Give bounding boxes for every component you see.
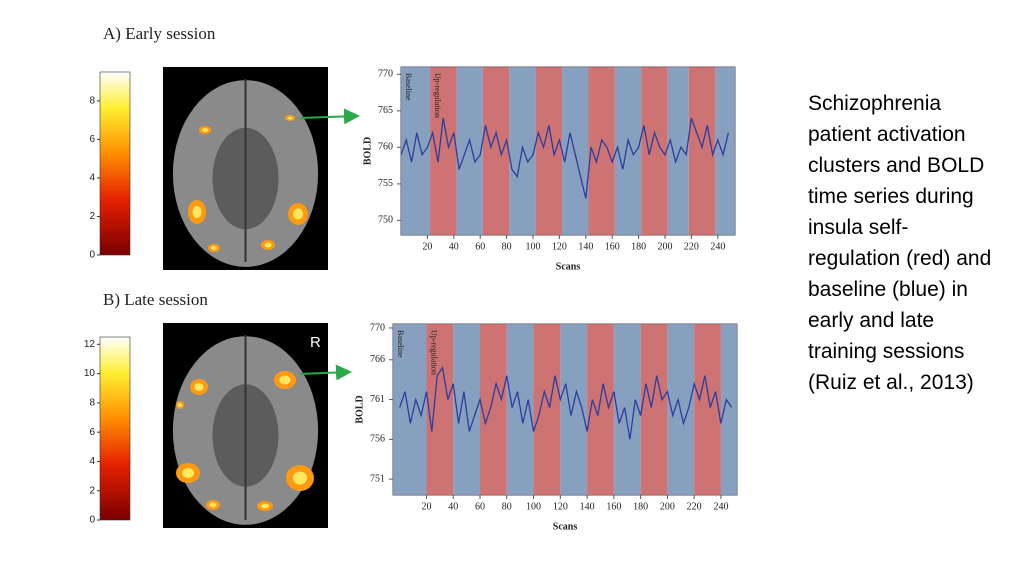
x-axis-label: Scans: [556, 261, 581, 272]
activation-core: [293, 471, 307, 485]
colorbar: [99, 71, 131, 256]
x-tick-label: 40: [449, 241, 459, 252]
x-tick-label: 60: [475, 501, 485, 512]
colorbar-tick-label: 4: [89, 456, 95, 467]
x-tick-label: 140: [580, 501, 595, 512]
colorbar-tick-label: 12: [84, 339, 96, 350]
panel-title: A) Early session: [103, 24, 216, 43]
y-tick-label: 761: [370, 394, 385, 405]
condition-block: [720, 324, 737, 495]
x-tick-label: 120: [553, 501, 568, 512]
colorbar-tick-label: 8: [89, 398, 95, 409]
condition-block: [482, 67, 510, 235]
x-tick-label: 160: [605, 241, 620, 252]
x-tick-label: 240: [713, 501, 728, 512]
arrow: [299, 364, 352, 381]
x-tick-label: 100: [526, 501, 541, 512]
condition-block: [562, 67, 589, 235]
image-label: R: [310, 334, 321, 351]
activation-core: [194, 383, 204, 391]
condition-block: [715, 67, 735, 235]
x-tick-label: 200: [658, 241, 673, 252]
activation-core: [211, 246, 217, 250]
colorbar-tick-label: 0: [89, 250, 95, 261]
y-tick-label: 755: [378, 178, 393, 189]
activation-core: [209, 502, 217, 508]
y-tick-label: 770: [370, 322, 385, 333]
x-tick-label: 180: [631, 241, 646, 252]
y-tick-label: 756: [370, 434, 385, 445]
block-annotation: Up-regulation: [433, 73, 442, 118]
colorbar-tick-label: 4: [89, 173, 95, 184]
condition-block: [667, 67, 689, 235]
colorbar-tick-label: 8: [89, 96, 95, 107]
condition-block: [613, 324, 641, 495]
activation-core: [264, 242, 272, 248]
x-tick-label: 220: [687, 501, 702, 512]
colorbar-tick-label: 2: [89, 211, 95, 222]
x-axis-label: Scans: [553, 521, 578, 532]
colorbar-tick-label: 10: [84, 368, 96, 379]
condition-block: [560, 324, 588, 495]
y-tick-label: 766: [370, 354, 385, 365]
activation-core: [192, 206, 202, 218]
x-tick-label: 220: [684, 241, 699, 252]
condition-block: [641, 67, 668, 235]
x-tick-label: 20: [421, 501, 431, 512]
x-tick-label: 180: [633, 501, 648, 512]
x-tick-label: 80: [502, 501, 512, 512]
activation-core: [293, 208, 303, 220]
y-tick-label: 760: [378, 142, 393, 153]
y-tick-label: 770: [378, 69, 393, 80]
condition-block: [614, 67, 642, 235]
x-tick-label: 200: [660, 501, 675, 512]
activation-core: [287, 116, 293, 120]
x-tick-label: 140: [578, 241, 593, 252]
caption: Schizophrenia patient activation cluster…: [808, 92, 992, 394]
block-annotation: Baseline: [396, 330, 405, 358]
bold-line: [399, 365, 733, 440]
x-tick-label: 80: [502, 241, 512, 252]
condition-block: [430, 67, 457, 235]
y-tick-label: 750: [378, 215, 393, 226]
bold-line: [400, 117, 730, 199]
x-tick-label: 120: [552, 241, 567, 252]
condition-block: [480, 324, 507, 495]
activation-core: [279, 375, 291, 385]
block-annotation: Baseline: [404, 73, 413, 101]
condition-block: [688, 67, 716, 235]
x-tick-label: 160: [606, 501, 621, 512]
colorbar: [99, 336, 131, 521]
condition-block: [640, 324, 668, 495]
block-annotation: Up-regulation: [430, 330, 439, 375]
activation-core: [261, 503, 269, 509]
y-tick-label: 765: [378, 105, 393, 116]
arrow: [299, 108, 360, 125]
colorbar-tick-label: 6: [89, 134, 95, 145]
x-tick-label: 240: [710, 241, 725, 252]
activation-core: [178, 403, 182, 407]
x-tick-label: 100: [526, 241, 541, 252]
x-tick-label: 60: [475, 241, 485, 252]
x-tick-label: 20: [422, 241, 432, 252]
panel-title: B) Late session: [103, 290, 208, 309]
condition-block: [694, 324, 721, 495]
colorbar-tick-label: 0: [89, 515, 95, 526]
condition-block: [426, 324, 454, 495]
condition-block: [533, 324, 561, 495]
x-tick-label: 40: [448, 501, 458, 512]
condition-block: [393, 324, 427, 495]
colorbar-tick-label: 6: [89, 427, 95, 438]
y-axis-label: BOLD: [354, 395, 365, 423]
condition-block: [587, 324, 614, 495]
condition-block: [456, 67, 483, 235]
condition-block: [535, 67, 563, 235]
activation-core: [182, 468, 194, 478]
y-axis-label: BOLD: [362, 137, 373, 165]
activation-core: [202, 128, 208, 132]
colorbar-tick-label: 2: [89, 485, 95, 496]
y-tick-label: 751: [370, 473, 385, 484]
